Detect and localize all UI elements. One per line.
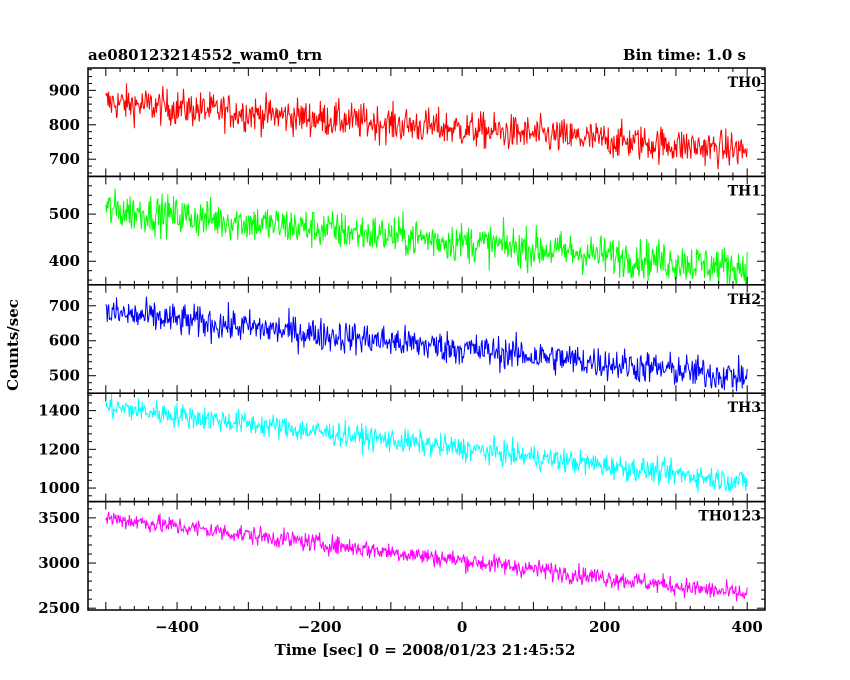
y-tick-label: 1200 xyxy=(38,440,80,458)
panel-th2: 500 600 700 TH2 xyxy=(49,284,766,394)
x-axis: −400 −200 0 200 400 xyxy=(155,618,763,636)
panel-th0: 700 800 900 TH0 xyxy=(49,67,766,178)
y-tick-label: 500 xyxy=(49,205,80,223)
panel-label-th0123: TH0123 xyxy=(698,509,761,525)
y-tick-label: 1400 xyxy=(38,402,80,420)
panels-group: 700 800 900 TH0 400 500 TH1 500 600 700 TH2 1000 120… xyxy=(38,67,766,617)
series-th2 xyxy=(105,296,748,392)
series-th0123 xyxy=(105,511,748,602)
chart-subtitle: Bin time: 1.0 s xyxy=(623,46,746,64)
panel-label-th1: TH1 xyxy=(728,183,761,199)
x-tick-label: −400 xyxy=(155,618,199,636)
x-tick-label: 200 xyxy=(589,618,620,636)
panel-th0123: 2500 3000 3500 TH0123 xyxy=(38,500,766,617)
panel-label-th3: TH3 xyxy=(728,400,761,416)
series-th3 xyxy=(105,393,748,493)
panel-label-th0: TH0 xyxy=(728,75,762,91)
y-tick-label: 700 xyxy=(49,297,80,315)
panel-frame xyxy=(87,284,766,394)
y-tick-label: 500 xyxy=(49,367,80,385)
chart-title: ae080123214552_wam0_trn xyxy=(88,46,322,64)
y-tick-label: 3500 xyxy=(38,509,80,527)
y-tick-label: 700 xyxy=(49,150,80,168)
y-tick-label: 400 xyxy=(49,252,80,270)
panel-th3: 1000 1200 1400 TH3 xyxy=(38,392,766,503)
y-tick-label: 800 xyxy=(49,116,80,134)
x-tick-label: 0 xyxy=(457,618,467,636)
y-tick-label: 2500 xyxy=(38,599,80,617)
series-th1 xyxy=(105,188,748,285)
y-axis-label: Counts/sec xyxy=(4,299,22,391)
panel-frame xyxy=(87,500,766,611)
y-tick-label: 600 xyxy=(49,332,80,350)
x-tick-label: −200 xyxy=(298,618,342,636)
panel-label-th2: TH2 xyxy=(728,292,761,308)
x-tick-label: 400 xyxy=(732,618,763,636)
y-tick-label: 900 xyxy=(49,81,80,99)
x-axis-label: Time [sec] 0 = 2008/01/23 21:45:52 xyxy=(275,641,576,659)
series-th0 xyxy=(105,83,748,170)
y-tick-label: 3000 xyxy=(38,554,80,572)
panel-th1: 400 500 TH1 xyxy=(49,175,766,286)
y-tick-label: 1000 xyxy=(38,479,80,497)
